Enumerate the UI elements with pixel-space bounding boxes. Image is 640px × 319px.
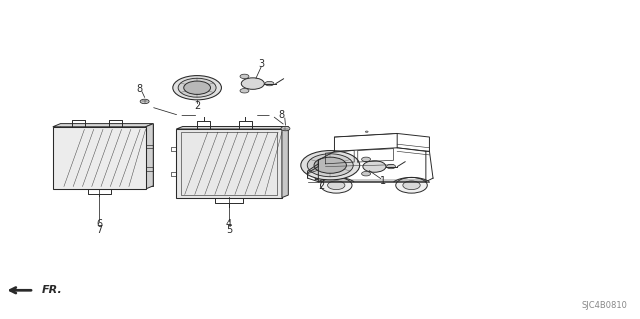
- Text: FR.: FR.: [42, 285, 62, 295]
- Circle shape: [184, 81, 211, 94]
- Text: 2: 2: [194, 101, 200, 111]
- Circle shape: [307, 154, 353, 177]
- Circle shape: [173, 76, 221, 100]
- Circle shape: [314, 157, 346, 173]
- Circle shape: [362, 157, 371, 161]
- Text: 3: 3: [258, 59, 264, 69]
- Circle shape: [178, 78, 216, 97]
- Circle shape: [140, 99, 149, 104]
- Polygon shape: [282, 126, 288, 197]
- Circle shape: [403, 181, 420, 189]
- Circle shape: [281, 126, 290, 131]
- Circle shape: [387, 164, 396, 169]
- Circle shape: [265, 81, 274, 86]
- Text: 6: 6: [96, 219, 102, 229]
- Polygon shape: [61, 123, 154, 186]
- Text: 4: 4: [226, 219, 232, 229]
- Text: 7: 7: [96, 225, 102, 235]
- Text: 5: 5: [226, 225, 232, 235]
- Polygon shape: [177, 129, 282, 197]
- Circle shape: [240, 74, 249, 78]
- Text: SJC4B0810: SJC4B0810: [581, 301, 627, 310]
- Text: 2: 2: [318, 181, 324, 191]
- Circle shape: [362, 172, 371, 176]
- Polygon shape: [315, 177, 318, 180]
- Polygon shape: [177, 126, 288, 129]
- Polygon shape: [53, 123, 154, 127]
- Circle shape: [240, 89, 249, 93]
- Circle shape: [321, 177, 352, 193]
- Circle shape: [328, 181, 345, 189]
- Circle shape: [241, 78, 264, 89]
- Circle shape: [396, 177, 428, 193]
- Circle shape: [365, 131, 368, 132]
- Polygon shape: [146, 123, 154, 189]
- Text: 1: 1: [380, 176, 386, 186]
- Text: 8: 8: [278, 110, 285, 120]
- Text: 8: 8: [136, 84, 143, 94]
- Polygon shape: [53, 127, 146, 189]
- Circle shape: [363, 161, 386, 172]
- Circle shape: [301, 151, 360, 180]
